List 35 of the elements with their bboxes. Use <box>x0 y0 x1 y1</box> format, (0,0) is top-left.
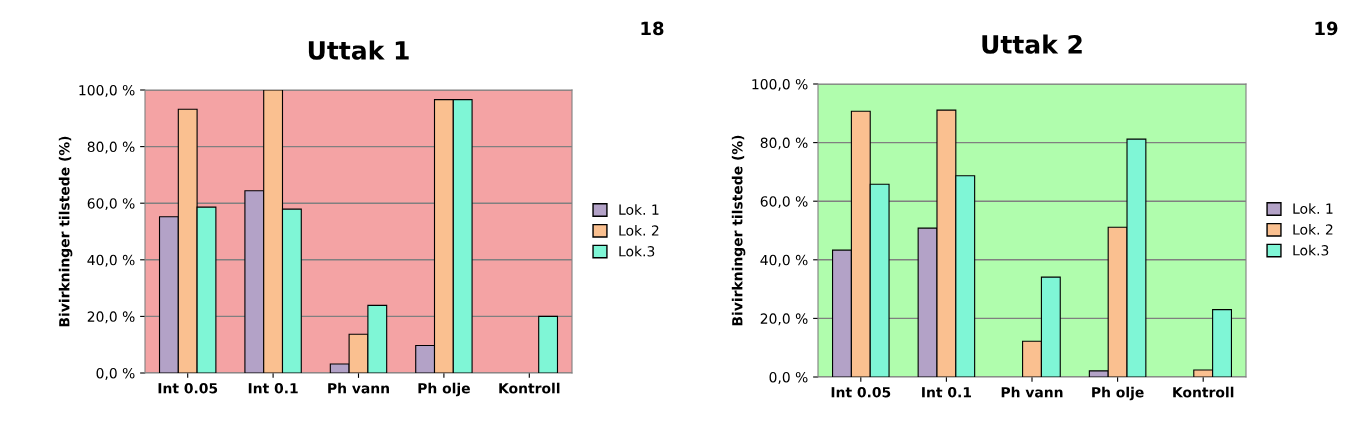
x-tick-label: Ph olje <box>418 382 470 397</box>
x-tick-label: Int 0.05 <box>831 386 891 398</box>
text: 18 <box>641 21 664 36</box>
y-axis-title: Bivirkninger tilstede (%) <box>731 135 746 326</box>
legend-label: Lok. 1 <box>1293 203 1333 214</box>
y-tick-label: 0,0 % <box>96 367 135 380</box>
chart-title: Uttak 2 <box>982 34 1082 54</box>
y-tick-label: 60,0 % <box>760 196 808 209</box>
y-tick-label: 40,0 % <box>87 254 135 267</box>
y-tick-label: 100,0 % <box>752 78 808 91</box>
x-tick-label: Ph olje <box>1092 386 1144 401</box>
x-tick-label: Ph vann <box>1001 386 1063 398</box>
y-tick-label: 0,0 % <box>769 371 808 384</box>
x-tick-label: Int 0.1 <box>248 382 298 394</box>
y-tick-label: 100,0 % <box>79 84 135 97</box>
y-tick-label: 80,0 % <box>87 141 135 154</box>
x-tick-label: Kontroll <box>499 382 560 394</box>
x-tick-label: Ph vann <box>328 382 389 394</box>
text: 19 <box>1315 21 1338 36</box>
y-tick-label: 80,0 % <box>760 137 808 150</box>
bar <box>538 315 559 373</box>
legend-label: Lok. 1 <box>619 204 659 215</box>
legend-label: Lok.3 <box>1293 244 1329 256</box>
x-tick-label: Kontroll <box>1173 386 1234 398</box>
y-tick-label: 60,0 % <box>87 198 135 211</box>
legend-label: Lok. 2 <box>619 224 659 236</box>
y-tick-label: 40,0 % <box>760 254 808 267</box>
chart-title: Uttak 1 <box>308 40 409 60</box>
y-tick-label: 20,0 % <box>87 311 135 324</box>
y-axis-title: Bivirkninger tilstede (%) <box>58 136 73 327</box>
legend-label: Lok. 2 <box>1293 223 1333 235</box>
x-tick-label: Int 0.1 <box>922 386 972 398</box>
y-tick-label: 20,0 % <box>760 313 808 326</box>
legend-label: Lok.3 <box>619 245 655 257</box>
x-tick-label: Int 0.05 <box>158 382 218 394</box>
